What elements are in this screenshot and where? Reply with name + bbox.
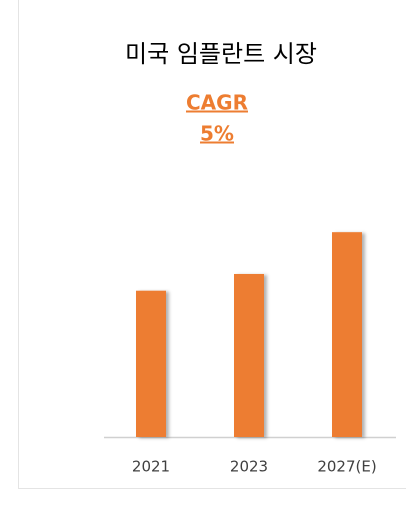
annotation: 5% xyxy=(200,122,234,146)
x-tick-label: 2023 xyxy=(230,458,268,476)
annotation: CAGR xyxy=(186,91,248,115)
x-tick-label: 2027(E) xyxy=(317,458,376,476)
chart-title: 미국 임플란트 시장 xyxy=(125,40,317,68)
bar xyxy=(332,232,362,437)
bar xyxy=(136,290,166,437)
bar xyxy=(234,273,264,437)
x-tick-label: 2021 xyxy=(132,458,170,476)
